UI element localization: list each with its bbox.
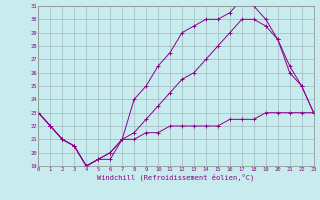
X-axis label: Windchill (Refroidissement éolien,°C): Windchill (Refroidissement éolien,°C) xyxy=(97,174,255,181)
